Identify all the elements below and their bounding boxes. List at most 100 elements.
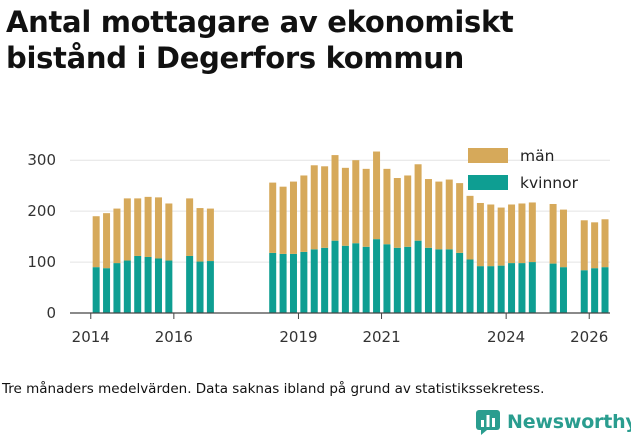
- bar-man: [186, 198, 194, 256]
- bar-man: [508, 204, 516, 264]
- bar-kvinnor: [404, 246, 412, 313]
- bar-man: [373, 151, 381, 240]
- bar-kvinnor: [165, 260, 173, 313]
- bar-man: [144, 196, 152, 257]
- bar-man: [528, 202, 536, 263]
- bar-man: [331, 155, 339, 241]
- y-tick-label: 200: [27, 202, 56, 220]
- axes: 0 100 200 300 2014 2016 2019 2021 2024 2026: [27, 151, 610, 346]
- bar-kvinnor: [528, 262, 536, 313]
- bar-man: [92, 216, 100, 268]
- bar-kvinnor: [300, 251, 308, 313]
- bar-kvinnor: [456, 252, 464, 313]
- bar-man: [591, 222, 599, 269]
- bar-kvinnor: [331, 240, 339, 313]
- x-tick-label: 2016: [155, 328, 193, 346]
- brand-logo[interactable]: Newsworthy: [475, 409, 631, 435]
- x-tick-label: 2026: [570, 328, 608, 346]
- legend: män kvinnor: [468, 147, 579, 192]
- bar-kvinnor: [362, 246, 370, 313]
- bar-kvinnor: [591, 268, 599, 313]
- bar-kvinnor: [435, 249, 443, 313]
- legend-swatch: [468, 175, 508, 190]
- bar-man: [154, 197, 162, 259]
- bar-kvinnor: [196, 261, 204, 313]
- bar-kvinnor: [186, 255, 194, 313]
- bar-kvinnor: [487, 266, 495, 313]
- bar-kvinnor: [393, 247, 401, 313]
- bar-man: [580, 220, 588, 271]
- bar-man: [424, 179, 432, 248]
- legend-label: män: [520, 147, 554, 165]
- bar-man: [559, 209, 567, 268]
- x-tick-label: 2014: [72, 328, 110, 346]
- bar-kvinnor: [383, 244, 391, 313]
- bar-man: [289, 181, 297, 254]
- bar-man: [341, 167, 349, 246]
- bar-kvinnor: [123, 260, 131, 313]
- bar-man: [497, 207, 505, 266]
- bar-man: [279, 186, 287, 254]
- bar-kvinnor: [518, 263, 526, 313]
- bar-man: [134, 198, 142, 256]
- bar-kvinnor: [206, 261, 214, 313]
- legend-swatch: [468, 148, 508, 163]
- y-tick-label: 300: [27, 151, 56, 169]
- bar-kvinnor: [580, 270, 588, 313]
- bar-man: [435, 181, 443, 250]
- bar-man: [206, 208, 214, 262]
- bar-man: [414, 164, 422, 241]
- y-tick-label: 100: [27, 253, 56, 271]
- bar-man: [445, 179, 453, 250]
- bar-kvinnor: [289, 253, 297, 313]
- bar-kvinnor: [341, 245, 349, 313]
- bar-kvinnor: [144, 256, 152, 313]
- bar-kvinnor: [497, 265, 505, 313]
- bar-kvinnor: [352, 243, 360, 313]
- bar-kvinnor: [601, 267, 609, 313]
- bar-man: [487, 204, 495, 267]
- bar-kvinnor: [154, 258, 162, 313]
- bar-man: [123, 198, 131, 261]
- bars: [92, 151, 609, 313]
- chart-svg: 0 100 200 300 2014 2016 2019 2021 2024 2026 män kv…: [27, 147, 610, 346]
- chart-title: Antal mottagare av ekonomiskt bistånd i …: [6, 5, 514, 75]
- bar-kvinnor: [269, 252, 277, 313]
- bar-kvinnor: [373, 239, 381, 313]
- x-tick-label: 2019: [279, 328, 317, 346]
- bar-kvinnor: [103, 268, 111, 313]
- bar-kvinnor: [508, 263, 516, 313]
- bar-man: [393, 178, 401, 248]
- bar-kvinnor: [321, 247, 329, 313]
- bar-man: [352, 160, 360, 244]
- bar-kvinnor: [310, 249, 318, 313]
- bar-man: [476, 202, 484, 267]
- bar-kvinnor: [92, 267, 100, 313]
- bar-man: [269, 182, 277, 253]
- bar-man: [383, 168, 391, 245]
- chart-caption: Tre månaders medelvärden. Data saknas ib…: [2, 381, 545, 397]
- bar-man: [103, 213, 111, 269]
- bar-man: [321, 166, 329, 248]
- bar-man: [404, 175, 412, 247]
- bar-man: [113, 208, 121, 264]
- bar-kvinnor: [134, 255, 142, 313]
- bar-man: [362, 168, 370, 247]
- x-tick-label: 2024: [487, 328, 525, 346]
- bar-man: [300, 175, 308, 252]
- bar-man: [549, 203, 557, 264]
- bar-man: [518, 203, 526, 264]
- bar-kvinnor: [476, 266, 484, 313]
- bar-kvinnor: [414, 240, 422, 313]
- bar-kvinnor: [559, 267, 567, 313]
- brand-name: Newsworthy: [507, 411, 631, 433]
- bar-kvinnor: [279, 253, 287, 313]
- bar-man: [310, 165, 318, 250]
- bar-kvinnor: [113, 263, 121, 313]
- bar-man: [466, 195, 474, 260]
- bar-kvinnor: [466, 259, 474, 313]
- bar-kvinnor: [549, 263, 557, 313]
- bar-man: [196, 208, 204, 262]
- bar-kvinnor: [424, 247, 432, 313]
- bar-kvinnor: [445, 249, 453, 313]
